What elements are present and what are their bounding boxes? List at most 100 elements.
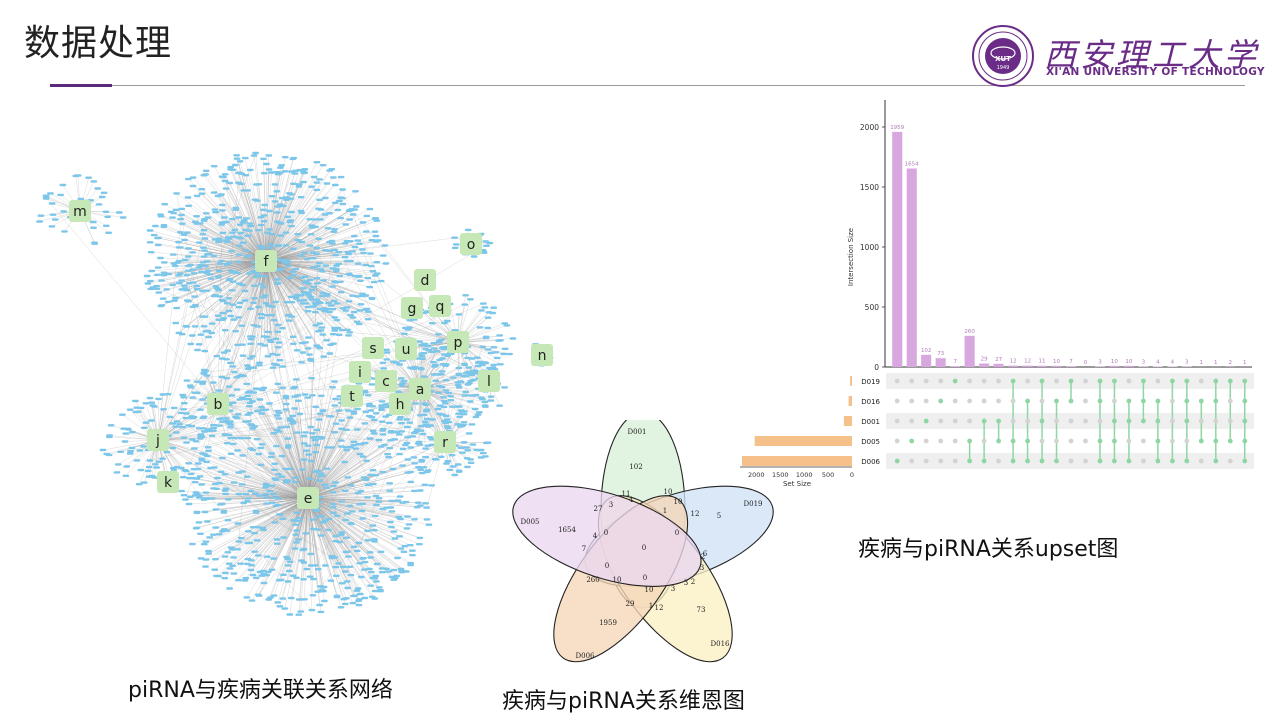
network-labels: m f o dg q p s u n i c a l t h b j r k e — [69, 200, 553, 509]
venn-region-count: 2 — [701, 553, 705, 561]
membership-matrix: D019 D016 D001 D005 D006 — [861, 373, 1254, 469]
matrix-dot — [1213, 398, 1219, 404]
venn-ellipse-D005 — [512, 485, 702, 587]
intersection-bar — [1065, 366, 1076, 367]
venn-region-count: 27 — [594, 505, 603, 513]
intersection-bar — [979, 363, 990, 367]
intersection-bar-label: 2 — [1229, 360, 1233, 366]
network-node-box — [157, 471, 179, 493]
network-node-m: m — [69, 200, 91, 222]
matrix-dot — [1010, 438, 1016, 444]
upset-caption: 疾病与piRNA关系upset图 — [858, 537, 1119, 562]
network-node-box — [389, 393, 411, 415]
matrix-dot — [1141, 378, 1146, 384]
matrix-dot — [923, 438, 929, 444]
intersection-bar — [906, 168, 917, 367]
venn-region-count: 10 — [613, 576, 622, 584]
network-node-b: b — [207, 393, 229, 415]
venn-set-label-D019: D019 — [744, 500, 763, 508]
matrix-dot — [1198, 418, 1204, 424]
venn-set-label-D006: D006 — [576, 652, 596, 660]
intersection-bar-label: 3 — [1185, 360, 1189, 366]
venn-region-count: 0 — [643, 574, 647, 582]
matrix-dot — [1025, 418, 1030, 424]
matrix-dot — [1126, 378, 1132, 384]
matrix-dot — [1141, 398, 1146, 404]
set-size-bar — [754, 436, 852, 446]
matrix-dot — [1227, 438, 1233, 444]
matrix-dot — [1242, 438, 1248, 444]
matrix-dot — [938, 398, 944, 404]
network-node-label: s — [369, 341, 376, 357]
matrix-dot — [1242, 458, 1248, 464]
intersection-bar-label: 10 — [1053, 359, 1060, 365]
set-size-bars: 2000 1500 1000 500 0 Set Size — [740, 376, 854, 488]
network-node-c: c — [375, 370, 397, 392]
matrix-dot — [909, 418, 915, 424]
venn-region-count: 3 — [700, 564, 704, 572]
matrix-dot — [938, 438, 944, 444]
venn-region-count: 10 — [674, 498, 683, 506]
intersection-bar — [921, 354, 932, 367]
set-size-bar — [848, 396, 852, 406]
matrix-dot — [1097, 418, 1103, 424]
matrix-dot — [1170, 438, 1175, 444]
network-node-h: h — [389, 393, 411, 415]
venn-region-count: 6 — [703, 550, 708, 558]
network-node-q: q — [429, 295, 451, 317]
matrix-dot — [1227, 418, 1233, 424]
network-node-dots — [36, 151, 554, 616]
network-node-box — [147, 429, 169, 451]
matrix-dot — [1198, 438, 1204, 444]
network-graph: m f o dg q p s u n i c a l t h b j r k e — [36, 151, 554, 616]
intersection-bar-label: 3 — [1098, 360, 1102, 366]
y-tick-label: 2000 — [860, 123, 879, 132]
y-axis-label: Intersection Size — [847, 228, 855, 286]
network-node-box — [434, 431, 456, 453]
matrix-dot — [938, 458, 944, 464]
network-node-box — [409, 378, 431, 400]
venn-region-count: 102 — [629, 463, 642, 471]
venn-set-label-D001: D001 — [628, 428, 647, 436]
matrix-dot — [1155, 458, 1161, 464]
network-node-box — [401, 297, 423, 319]
matrix-dot — [1141, 438, 1146, 444]
network-node-label: g — [408, 301, 417, 317]
network-node-f: f — [255, 250, 277, 272]
intersection-bar — [1167, 366, 1178, 367]
intersection-bar-label: 10 — [1125, 359, 1132, 365]
matrix-dot — [1242, 398, 1248, 404]
matrix-dot — [996, 398, 1001, 404]
intersection-bar — [1123, 365, 1134, 367]
matrix-dot — [1184, 378, 1190, 384]
network-node-label: h — [396, 397, 405, 413]
title-rule-accent — [50, 84, 112, 87]
set-name-label: D006 — [861, 458, 880, 466]
intersection-bar-label: 7 — [953, 359, 957, 365]
matrix-dot — [996, 378, 1001, 384]
intersection-bar-label: 1 — [1214, 360, 1218, 366]
venn-region-count: 29 — [626, 600, 635, 608]
intersection-bar-label: 11 — [1039, 359, 1046, 365]
matrix-dot — [996, 438, 1001, 444]
matrix-dot — [909, 458, 915, 464]
matrix-dot — [1054, 418, 1059, 424]
network-node-label: i — [358, 365, 362, 381]
venn-caption: 疾病与piRNA关系维恩图 — [502, 689, 745, 714]
network-node-box — [478, 370, 500, 392]
network-node-label: m — [73, 204, 87, 220]
network-node-box — [362, 337, 384, 359]
network-node-box — [531, 344, 553, 366]
intersection-bar — [1152, 366, 1163, 367]
matrix-dot — [1025, 398, 1030, 404]
matrix-dot — [1083, 438, 1088, 444]
network-node-g: g — [401, 297, 423, 319]
network-node-box — [207, 393, 229, 415]
venn-region-count: 1 — [663, 507, 667, 515]
matrix-dot — [1198, 398, 1204, 404]
intersection-bar-label: 12 — [1024, 359, 1031, 365]
matrix-dot — [1025, 438, 1030, 444]
venn-region-count: 10 — [664, 488, 673, 496]
matrix-dot — [967, 378, 972, 384]
